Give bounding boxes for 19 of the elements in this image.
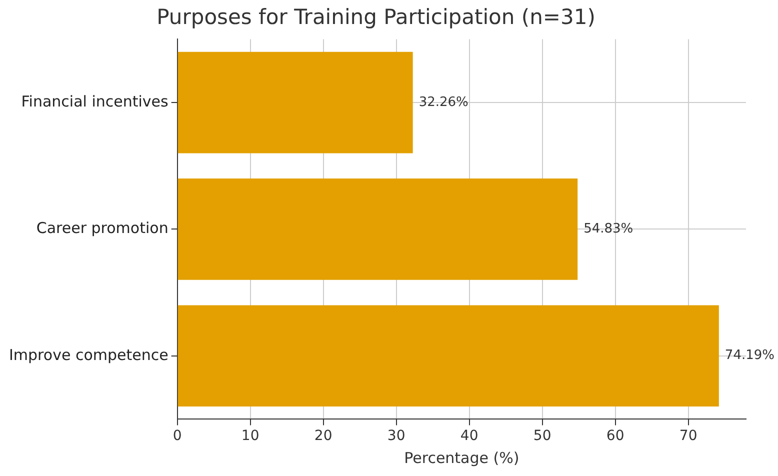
y-tick-label: Financial incentives <box>21 92 169 110</box>
bar <box>178 178 578 280</box>
x-tick-label: 40 <box>460 428 478 444</box>
data-label: 54.83% <box>584 222 634 237</box>
x-tick-label: 70 <box>679 428 698 444</box>
x-tick-label: 10 <box>241 428 260 444</box>
x-tick-label: 0 <box>172 428 182 444</box>
x-tick-label: 50 <box>533 428 552 444</box>
bar <box>178 52 413 154</box>
chart-title: Purposes for Training Participation (n=31) <box>156 5 596 30</box>
x-tick-label: 60 <box>606 428 624 444</box>
bar <box>178 305 719 407</box>
x-axis-title: Percentage (%) <box>404 448 520 467</box>
x-tick-label: 20 <box>314 428 332 444</box>
x-tick-label: 30 <box>387 428 406 444</box>
y-tick-label: Career promotion <box>36 219 168 238</box>
data-label: 74.19% <box>724 348 774 364</box>
y-tick-label: Improve competence <box>8 346 168 364</box>
data-label: 32.26% <box>418 94 468 110</box>
